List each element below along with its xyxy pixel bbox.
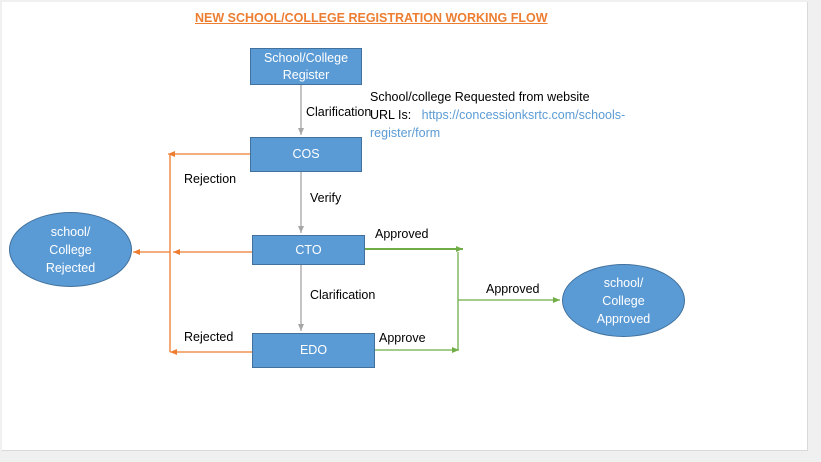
note-url-link-part2[interactable]: register/form xyxy=(370,126,441,140)
edge-label-register-cos: Clarification xyxy=(306,105,372,119)
edge-label-edo-approve: Approve xyxy=(379,331,426,345)
node-approved-line2: College xyxy=(602,293,645,308)
note-line1: School/college Requested from website xyxy=(370,90,590,104)
node-rejected-line3: Rejected xyxy=(45,260,96,275)
edge-label-edo-reject: Rejected xyxy=(184,330,234,344)
node-approved-line1: school/ xyxy=(603,275,644,290)
note-url-prefix: URL Is: xyxy=(370,108,412,122)
node-register-line2: Register xyxy=(282,67,330,82)
edge-label-cto-approve: Approved xyxy=(375,227,429,241)
node-rejected-line2: College xyxy=(49,242,92,257)
node-cto-label: CTO xyxy=(295,242,322,257)
node-rejected: school/ College Rejected xyxy=(9,212,132,287)
node-approved-line3: Approved xyxy=(596,311,651,326)
node-approved: school/ College Approved xyxy=(562,264,685,337)
note-url-link-part1[interactable]: https://concessionksrtc.com/schools- xyxy=(421,108,626,122)
edge-label-cos-reject: Rejection xyxy=(184,172,237,186)
edge-label-to-approved: Approved xyxy=(486,282,540,296)
edge-label-cos-cto: Verify xyxy=(310,191,342,205)
node-cto: CTO xyxy=(252,235,365,265)
edge-label-cto-edo: Clarification xyxy=(310,288,376,302)
node-cos-label: COS xyxy=(292,147,320,161)
node-rejected-line1: school/ xyxy=(50,224,91,239)
diagram-title: NEW SCHOOL/COLLEGE REGISTRATION WORKING … xyxy=(195,11,548,25)
node-edo-label: EDO xyxy=(299,343,328,357)
node-register-line1: School/College xyxy=(263,50,349,65)
note-text: School/college Requested from website UR… xyxy=(370,88,625,142)
node-edo: EDO xyxy=(252,333,375,368)
note-url-line: URL Is: https://concessionksrtc.com/scho… xyxy=(370,106,625,124)
node-register: School/College Register xyxy=(250,48,362,85)
node-cos: COS xyxy=(250,137,362,172)
diagram-sheet xyxy=(2,2,808,451)
